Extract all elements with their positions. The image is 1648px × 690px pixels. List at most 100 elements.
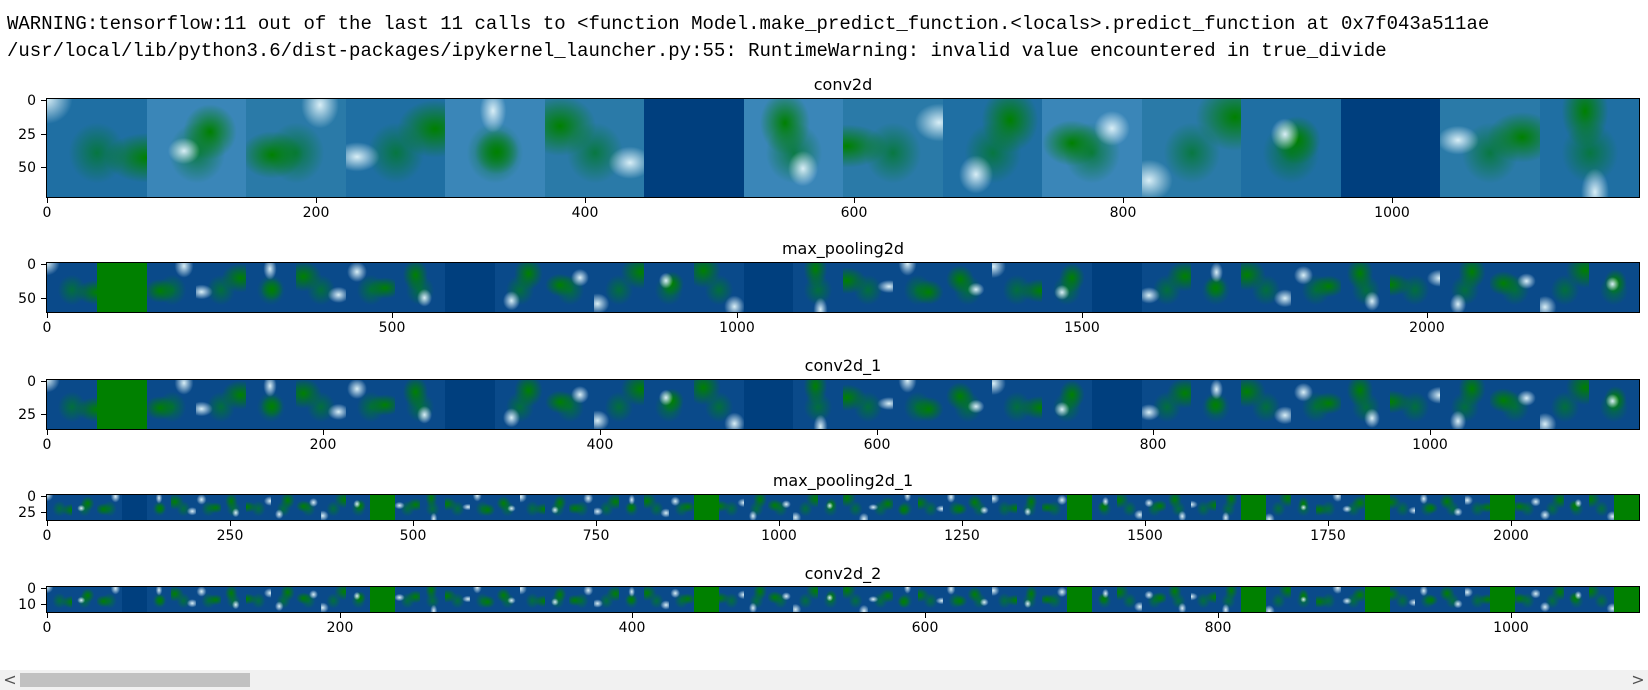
feature-map-tile — [1539, 495, 1565, 520]
feature-map-tile — [1141, 587, 1167, 612]
feature-map-tile — [469, 495, 495, 520]
feature-map-tile — [917, 495, 943, 520]
feature-map-tile — [196, 587, 222, 612]
feature-map-tile — [644, 263, 694, 312]
horizontal-scrollbar[interactable]: < > — [0, 670, 1648, 690]
feature-map-tile — [1241, 587, 1266, 612]
x-tick-label: 0 — [42, 437, 52, 453]
feature-map-tile — [942, 99, 1043, 197]
feature-map-tile — [1464, 495, 1490, 520]
feature-map-tile — [519, 495, 545, 520]
feature-map-tile — [171, 587, 197, 612]
x-tick-label: 0 — [42, 205, 52, 221]
feature-map-tile — [47, 263, 97, 312]
feature-map-tile — [1539, 587, 1565, 612]
feature-map-tile — [1216, 587, 1242, 612]
feature-map-tile — [1241, 380, 1291, 429]
feature-map-tile — [1539, 99, 1639, 197]
feature-map-tile — [395, 587, 421, 612]
feature-map-tile — [1464, 587, 1490, 612]
feature-map-tile — [892, 587, 918, 612]
x-tick-label: 500 — [378, 320, 406, 336]
feature-map-tile — [1489, 495, 1515, 520]
feature-map-tile — [693, 587, 719, 612]
feature-map-tile — [619, 587, 645, 612]
feature-map-tile — [942, 587, 968, 612]
feature-map-tile — [246, 380, 296, 429]
feature-map-tile — [1489, 587, 1515, 612]
feature-map-tile — [171, 495, 197, 520]
feature-map-tile — [445, 99, 545, 197]
feature-map-tile — [594, 380, 645, 429]
y-tick-label: 25 — [18, 407, 36, 423]
feature-map-tile — [1017, 495, 1043, 520]
feature-map-tile — [544, 380, 595, 429]
feature-map-tile — [644, 587, 669, 612]
feature-map-tile — [196, 380, 247, 429]
feature-map-tile — [1340, 380, 1391, 429]
feature-map-tile — [1340, 263, 1391, 312]
feature-map-tile — [47, 380, 97, 429]
feature-map-tile — [1589, 380, 1639, 429]
feature-map-tile — [892, 380, 943, 429]
feature-map-tile — [1265, 587, 1291, 612]
feature-map-tile — [992, 587, 1018, 612]
feature-map-tile — [768, 495, 794, 520]
feature-map-tile — [1066, 495, 1092, 520]
feature-map-tile — [843, 380, 893, 429]
feature-map-tile — [47, 587, 72, 612]
feature-map-tile — [270, 495, 296, 520]
x-tick-label: 2000 — [1409, 320, 1445, 336]
feature-map-tile — [1514, 495, 1540, 520]
feature-map-tile — [1141, 380, 1192, 429]
chevron-left-icon[interactable]: < — [3, 670, 17, 689]
feature-map-tile — [1116, 495, 1142, 520]
feature-map-tile — [743, 380, 794, 429]
y-tick-label: 50 — [18, 291, 36, 307]
feature-map-tile — [1166, 587, 1192, 612]
feature-map-tile — [1415, 495, 1441, 520]
feature-map-tile — [867, 587, 893, 612]
feature-map-tile — [867, 495, 893, 520]
feature-map-tile — [1564, 495, 1590, 520]
feature-map-tile — [1589, 587, 1615, 612]
feature-map-tile — [295, 263, 346, 312]
feature-map-tile — [1390, 495, 1416, 520]
feature-map-tile — [693, 495, 719, 520]
feature-map-tile — [1216, 495, 1242, 520]
feature-map-tile — [793, 495, 819, 520]
x-tick-label: 0 — [42, 528, 52, 544]
feature-map-tile — [196, 495, 222, 520]
feature-map-tile — [843, 495, 868, 520]
feature-map-tile — [1290, 587, 1316, 612]
feature-map-tile — [594, 587, 620, 612]
feature-map-tile — [1141, 263, 1192, 312]
feature-map-tile — [992, 495, 1018, 520]
feature-map-tile — [96, 495, 122, 520]
scrollbar-thumb[interactable] — [20, 673, 250, 687]
plot-title: conv2d — [813, 75, 873, 94]
feature-map-tile — [47, 99, 147, 197]
feature-map-tile — [793, 380, 844, 429]
chevron-right-icon[interactable]: > — [1631, 670, 1645, 689]
feature-map-tile — [1390, 263, 1441, 312]
feature-map-tile — [370, 587, 396, 612]
plot-title: max_pooling2d — [781, 239, 905, 258]
feature-map-tile — [569, 587, 595, 612]
feature-map-tile — [1539, 263, 1590, 312]
feature-map-tile — [644, 99, 744, 197]
x-tick-label: 800 — [1139, 437, 1167, 453]
feature-map-tile — [843, 99, 943, 197]
warning-text: WARNING:tensorflow:11 out of the last 11… — [7, 13, 1490, 35]
y-tick-label: 0 — [27, 374, 36, 390]
feature-map-tile — [1191, 495, 1217, 520]
feature-map-tile — [1365, 587, 1391, 612]
y-tick-label: 10 — [18, 597, 36, 613]
feature-map-tile — [370, 495, 396, 520]
plot-title: max_pooling2d_1 — [772, 471, 914, 490]
y-tick-label: 50 — [18, 160, 36, 176]
x-tick-label: 0 — [42, 320, 52, 336]
feature-map-tile — [146, 587, 172, 612]
feature-map-tile — [544, 99, 645, 197]
x-tick-label: 600 — [911, 620, 939, 636]
